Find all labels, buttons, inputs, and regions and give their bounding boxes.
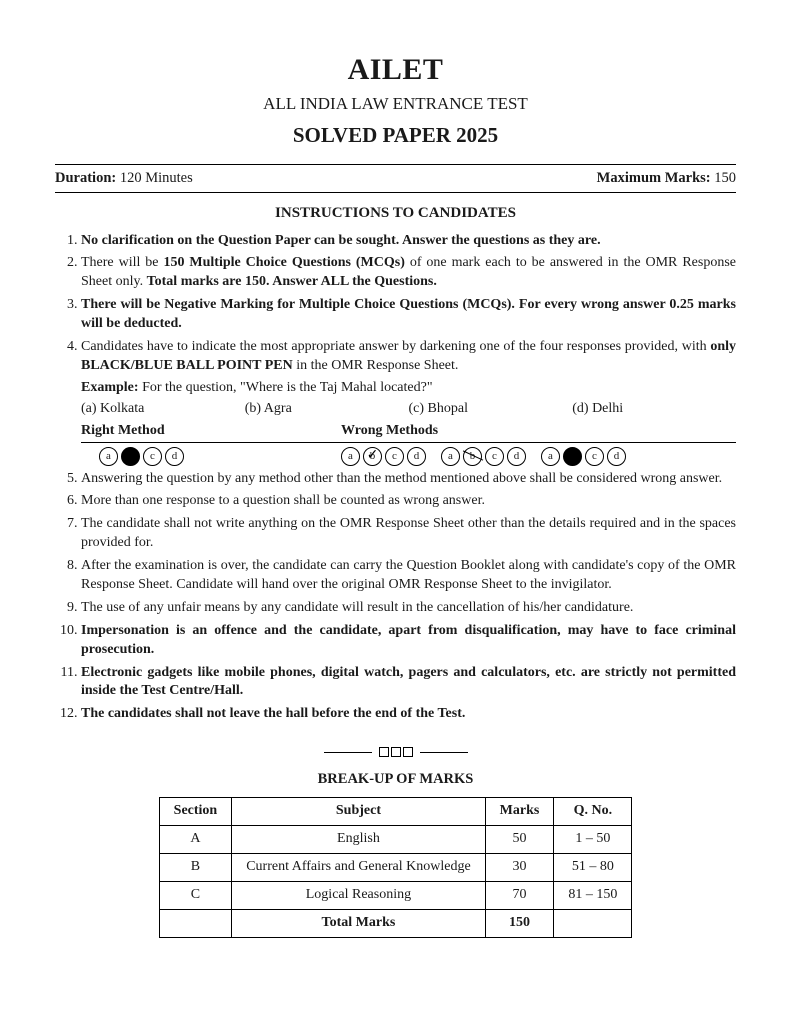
instruction-item: More than one response to a question sha… xyxy=(81,492,736,511)
example-options: (a) Kolkata (b) Agra (c) Bhopal (d) Delh… xyxy=(81,400,736,419)
col-section: Section xyxy=(159,798,232,826)
instruction-item: Candidates have to indicate the most app… xyxy=(81,338,736,465)
bubble-d: d xyxy=(165,447,184,466)
bubble-d: d xyxy=(507,447,526,466)
header: AILET ALL INDIA LAW ENTRANCE TEST SOLVED… xyxy=(55,50,736,150)
title-sub: ALL INDIA LAW ENTRANCE TEST xyxy=(55,93,736,116)
instruction-item: No clarification on the Question Paper c… xyxy=(81,232,736,251)
table-row: A English 50 1 – 50 xyxy=(159,826,632,854)
bubble-b-strike: b xyxy=(463,447,482,466)
instruction-item: There will be Negative Marking for Multi… xyxy=(81,296,736,334)
example-block: Example: For the question, "Where is the… xyxy=(81,379,736,466)
instruction-item: Impersonation is an offence and the cand… xyxy=(81,622,736,660)
col-marks: Marks xyxy=(485,798,554,826)
bubble-a: a xyxy=(341,447,360,466)
bubble-b-tick: b xyxy=(363,447,382,466)
table-row: B Current Affairs and General Knowledge … xyxy=(159,854,632,882)
bubble-d: d xyxy=(607,447,626,466)
meta-row: Duration: 120 Minutes Maximum Marks: 150 xyxy=(55,169,736,189)
col-qno: Q. No. xyxy=(554,798,632,826)
instruction-item: The candidates shall not leave the hall … xyxy=(81,705,736,724)
title-solved: SOLVED PAPER 2025 xyxy=(55,121,736,149)
bubble-a: a xyxy=(99,447,118,466)
option-d: (d) Delhi xyxy=(572,400,736,419)
instruction-item: Electronic gadgets like mobile phones, d… xyxy=(81,664,736,702)
instruction-item: The use of any unfair means by any candi… xyxy=(81,599,736,618)
bubble-a: a xyxy=(541,447,560,466)
instructions-list: No clarification on the Question Paper c… xyxy=(55,232,736,725)
instruction-item: The candidate shall not write anything o… xyxy=(81,515,736,553)
wrong-methods: Wrong Methods a b c d a b c d xyxy=(341,422,736,466)
option-a: (a) Kolkata xyxy=(81,400,245,419)
option-c: (c) Bhopal xyxy=(409,400,573,419)
bubble-d: d xyxy=(407,447,426,466)
separator xyxy=(55,742,736,760)
method-row: Right Method a b c d Wrong Methods a b xyxy=(81,422,736,466)
instruction-item: Answering the question by any method oth… xyxy=(81,470,736,489)
right-method: Right Method a b c d xyxy=(81,422,341,466)
col-subject: Subject xyxy=(232,798,485,826)
bubble-c: c xyxy=(485,447,504,466)
max-marks: Maximum Marks: 150 xyxy=(597,169,736,189)
breakup-heading: BREAK-UP OF MARKS xyxy=(55,770,736,790)
divider xyxy=(55,192,736,193)
table-header-row: Section Subject Marks Q. No. xyxy=(159,798,632,826)
table-total-row: Total Marks 150 xyxy=(159,909,632,937)
bubble-c: c xyxy=(585,447,604,466)
duration: Duration: 120 Minutes xyxy=(55,169,193,189)
table-row: C Logical Reasoning 70 81 – 150 xyxy=(159,881,632,909)
bubble-b-filled: b xyxy=(121,447,140,466)
marks-table: Section Subject Marks Q. No. A English 5… xyxy=(159,797,633,937)
bubble-b-filled: b xyxy=(563,447,582,466)
instructions-heading: INSTRUCTIONS TO CANDIDATES xyxy=(55,203,736,223)
bubble-a: a xyxy=(441,447,460,466)
instruction-item: After the examination is over, the candi… xyxy=(81,557,736,595)
bubble-c: c xyxy=(385,447,404,466)
option-b: (b) Agra xyxy=(245,400,409,419)
divider xyxy=(55,164,736,165)
bubble-c: c xyxy=(143,447,162,466)
instruction-item: There will be 150 Multiple Choice Questi… xyxy=(81,254,736,292)
title-main: AILET xyxy=(55,50,736,91)
